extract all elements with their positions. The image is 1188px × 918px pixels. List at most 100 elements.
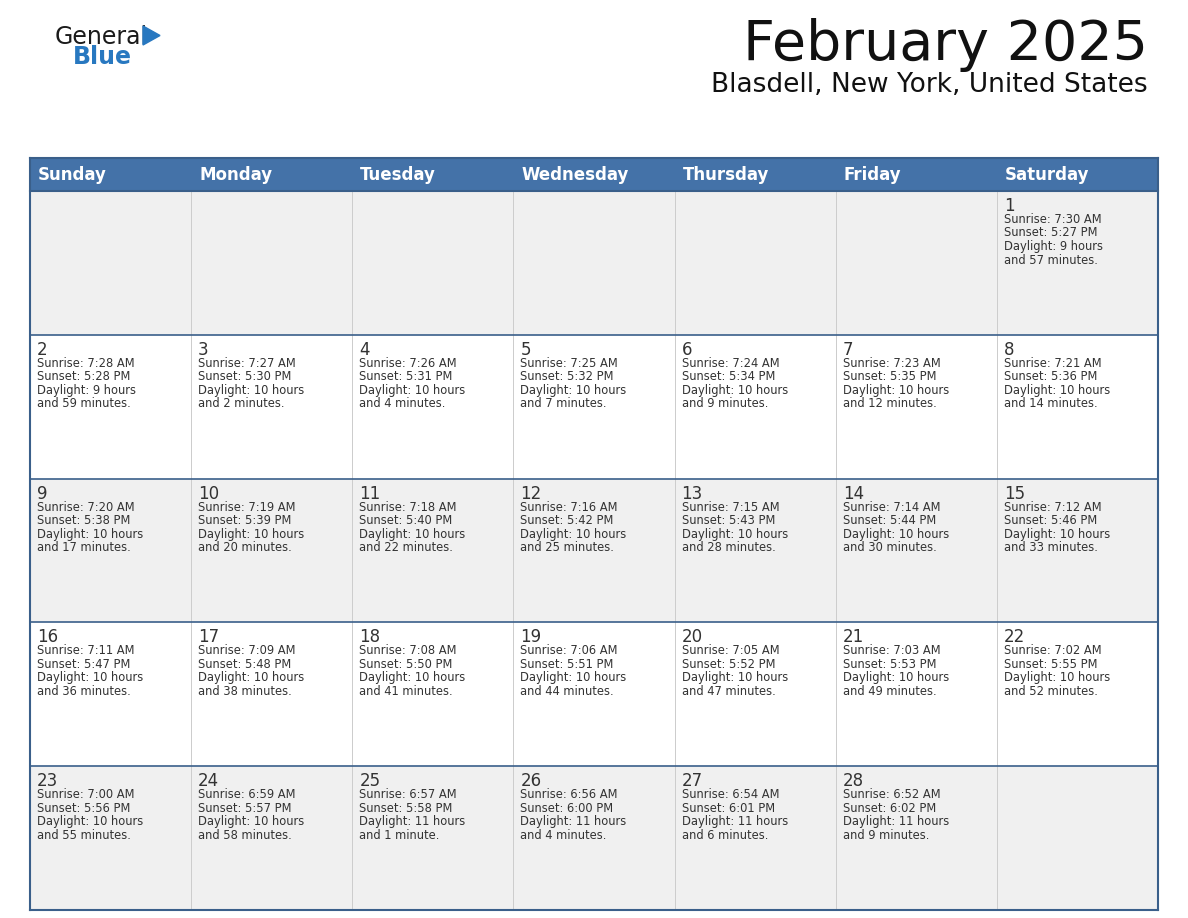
- Text: Sunset: 5:56 PM: Sunset: 5:56 PM: [37, 801, 131, 814]
- Text: Sunset: 5:58 PM: Sunset: 5:58 PM: [359, 801, 453, 814]
- Text: Wednesday: Wednesday: [522, 165, 628, 184]
- Text: Sunrise: 7:18 AM: Sunrise: 7:18 AM: [359, 500, 456, 513]
- Text: Sunset: 5:32 PM: Sunset: 5:32 PM: [520, 370, 614, 384]
- Text: Blue: Blue: [72, 45, 132, 69]
- Text: Sunset: 5:57 PM: Sunset: 5:57 PM: [198, 801, 291, 814]
- Text: 8: 8: [1004, 341, 1015, 359]
- Text: Daylight: 10 hours: Daylight: 10 hours: [37, 671, 144, 685]
- Text: and 4 minutes.: and 4 minutes.: [359, 397, 446, 410]
- Text: and 33 minutes.: and 33 minutes.: [1004, 541, 1098, 554]
- Text: 20: 20: [682, 629, 702, 646]
- Text: and 47 minutes.: and 47 minutes.: [682, 685, 776, 698]
- Text: Sunset: 5:43 PM: Sunset: 5:43 PM: [682, 514, 775, 527]
- Text: and 30 minutes.: and 30 minutes.: [842, 541, 936, 554]
- Text: Sunset: 6:01 PM: Sunset: 6:01 PM: [682, 801, 775, 814]
- Text: Daylight: 11 hours: Daylight: 11 hours: [842, 815, 949, 828]
- Text: Sunrise: 6:52 AM: Sunrise: 6:52 AM: [842, 789, 941, 801]
- Text: Sunrise: 7:19 AM: Sunrise: 7:19 AM: [198, 500, 296, 513]
- Text: 15: 15: [1004, 485, 1025, 502]
- Text: 24: 24: [198, 772, 220, 790]
- Text: and 9 minutes.: and 9 minutes.: [682, 397, 767, 410]
- Text: 4: 4: [359, 341, 369, 359]
- Text: and 55 minutes.: and 55 minutes.: [37, 829, 131, 842]
- Text: Daylight: 11 hours: Daylight: 11 hours: [520, 815, 627, 828]
- Text: and 9 minutes.: and 9 minutes.: [842, 829, 929, 842]
- Text: Sunrise: 7:00 AM: Sunrise: 7:00 AM: [37, 789, 134, 801]
- Text: Daylight: 10 hours: Daylight: 10 hours: [520, 671, 627, 685]
- Text: Sunset: 5:53 PM: Sunset: 5:53 PM: [842, 658, 936, 671]
- Text: 21: 21: [842, 629, 864, 646]
- Text: 10: 10: [198, 485, 220, 502]
- Text: Sunrise: 6:56 AM: Sunrise: 6:56 AM: [520, 789, 618, 801]
- Text: 22: 22: [1004, 629, 1025, 646]
- Text: Daylight: 10 hours: Daylight: 10 hours: [520, 384, 627, 397]
- Text: and 49 minutes.: and 49 minutes.: [842, 685, 936, 698]
- Text: 23: 23: [37, 772, 58, 790]
- Text: Daylight: 10 hours: Daylight: 10 hours: [1004, 528, 1110, 541]
- Text: Sunrise: 6:59 AM: Sunrise: 6:59 AM: [198, 789, 296, 801]
- Text: Sunrise: 6:57 AM: Sunrise: 6:57 AM: [359, 789, 457, 801]
- Text: Daylight: 10 hours: Daylight: 10 hours: [682, 384, 788, 397]
- Text: Daylight: 10 hours: Daylight: 10 hours: [198, 528, 304, 541]
- Text: and 52 minutes.: and 52 minutes.: [1004, 685, 1098, 698]
- Text: and 12 minutes.: and 12 minutes.: [842, 397, 936, 410]
- Text: Sunset: 5:36 PM: Sunset: 5:36 PM: [1004, 370, 1098, 384]
- Text: Sunset: 5:31 PM: Sunset: 5:31 PM: [359, 370, 453, 384]
- Text: Sunrise: 7:05 AM: Sunrise: 7:05 AM: [682, 644, 779, 657]
- Text: February 2025: February 2025: [742, 18, 1148, 72]
- Text: Sunset: 5:52 PM: Sunset: 5:52 PM: [682, 658, 775, 671]
- Text: Daylight: 10 hours: Daylight: 10 hours: [842, 671, 949, 685]
- Text: and 20 minutes.: and 20 minutes.: [198, 541, 292, 554]
- Text: 28: 28: [842, 772, 864, 790]
- Text: and 2 minutes.: and 2 minutes.: [198, 397, 285, 410]
- Text: Sunrise: 7:15 AM: Sunrise: 7:15 AM: [682, 500, 779, 513]
- Bar: [30, 478, 1158, 622]
- Text: and 36 minutes.: and 36 minutes.: [37, 685, 131, 698]
- Text: Sunrise: 7:23 AM: Sunrise: 7:23 AM: [842, 357, 941, 370]
- Text: Daylight: 10 hours: Daylight: 10 hours: [198, 815, 304, 828]
- Text: Daylight: 11 hours: Daylight: 11 hours: [359, 815, 466, 828]
- Text: 7: 7: [842, 341, 853, 359]
- Text: Sunrise: 7:09 AM: Sunrise: 7:09 AM: [198, 644, 296, 657]
- Text: 3: 3: [198, 341, 209, 359]
- Text: Sunset: 5:34 PM: Sunset: 5:34 PM: [682, 370, 775, 384]
- Text: Thursday: Thursday: [683, 165, 769, 184]
- Text: Daylight: 10 hours: Daylight: 10 hours: [682, 528, 788, 541]
- Text: Sunrise: 7:20 AM: Sunrise: 7:20 AM: [37, 500, 134, 513]
- Text: Sunset: 5:55 PM: Sunset: 5:55 PM: [1004, 658, 1098, 671]
- Text: 1: 1: [1004, 197, 1015, 215]
- Text: and 14 minutes.: and 14 minutes.: [1004, 397, 1098, 410]
- Text: Tuesday: Tuesday: [360, 165, 436, 184]
- Text: Sunset: 5:50 PM: Sunset: 5:50 PM: [359, 658, 453, 671]
- Bar: [30, 622, 1158, 767]
- Text: Daylight: 10 hours: Daylight: 10 hours: [842, 384, 949, 397]
- Text: and 25 minutes.: and 25 minutes.: [520, 541, 614, 554]
- Text: Blasdell, New York, United States: Blasdell, New York, United States: [712, 72, 1148, 98]
- Text: Sunset: 6:02 PM: Sunset: 6:02 PM: [842, 801, 936, 814]
- Text: Sunset: 5:51 PM: Sunset: 5:51 PM: [520, 658, 614, 671]
- Text: 6: 6: [682, 341, 693, 359]
- Text: Sunset: 5:42 PM: Sunset: 5:42 PM: [520, 514, 614, 527]
- Text: 14: 14: [842, 485, 864, 502]
- Text: 27: 27: [682, 772, 702, 790]
- Text: Daylight: 11 hours: Daylight: 11 hours: [682, 815, 788, 828]
- Text: Sunset: 5:27 PM: Sunset: 5:27 PM: [1004, 227, 1098, 240]
- Text: Daylight: 10 hours: Daylight: 10 hours: [359, 384, 466, 397]
- Text: Sunset: 5:39 PM: Sunset: 5:39 PM: [198, 514, 291, 527]
- Text: Sunrise: 6:54 AM: Sunrise: 6:54 AM: [682, 789, 779, 801]
- Text: Daylight: 10 hours: Daylight: 10 hours: [1004, 384, 1110, 397]
- Text: and 59 minutes.: and 59 minutes.: [37, 397, 131, 410]
- Text: and 4 minutes.: and 4 minutes.: [520, 829, 607, 842]
- Text: 25: 25: [359, 772, 380, 790]
- Text: Monday: Monday: [200, 165, 272, 184]
- Text: Sunday: Sunday: [38, 165, 107, 184]
- Text: and 17 minutes.: and 17 minutes.: [37, 541, 131, 554]
- Text: and 58 minutes.: and 58 minutes.: [198, 829, 292, 842]
- Text: Sunset: 5:46 PM: Sunset: 5:46 PM: [1004, 514, 1097, 527]
- Text: and 38 minutes.: and 38 minutes.: [198, 685, 292, 698]
- Text: and 7 minutes.: and 7 minutes.: [520, 397, 607, 410]
- Text: Sunrise: 7:03 AM: Sunrise: 7:03 AM: [842, 644, 941, 657]
- Text: Daylight: 10 hours: Daylight: 10 hours: [198, 384, 304, 397]
- Bar: [30, 191, 1158, 335]
- Text: Sunset: 5:44 PM: Sunset: 5:44 PM: [842, 514, 936, 527]
